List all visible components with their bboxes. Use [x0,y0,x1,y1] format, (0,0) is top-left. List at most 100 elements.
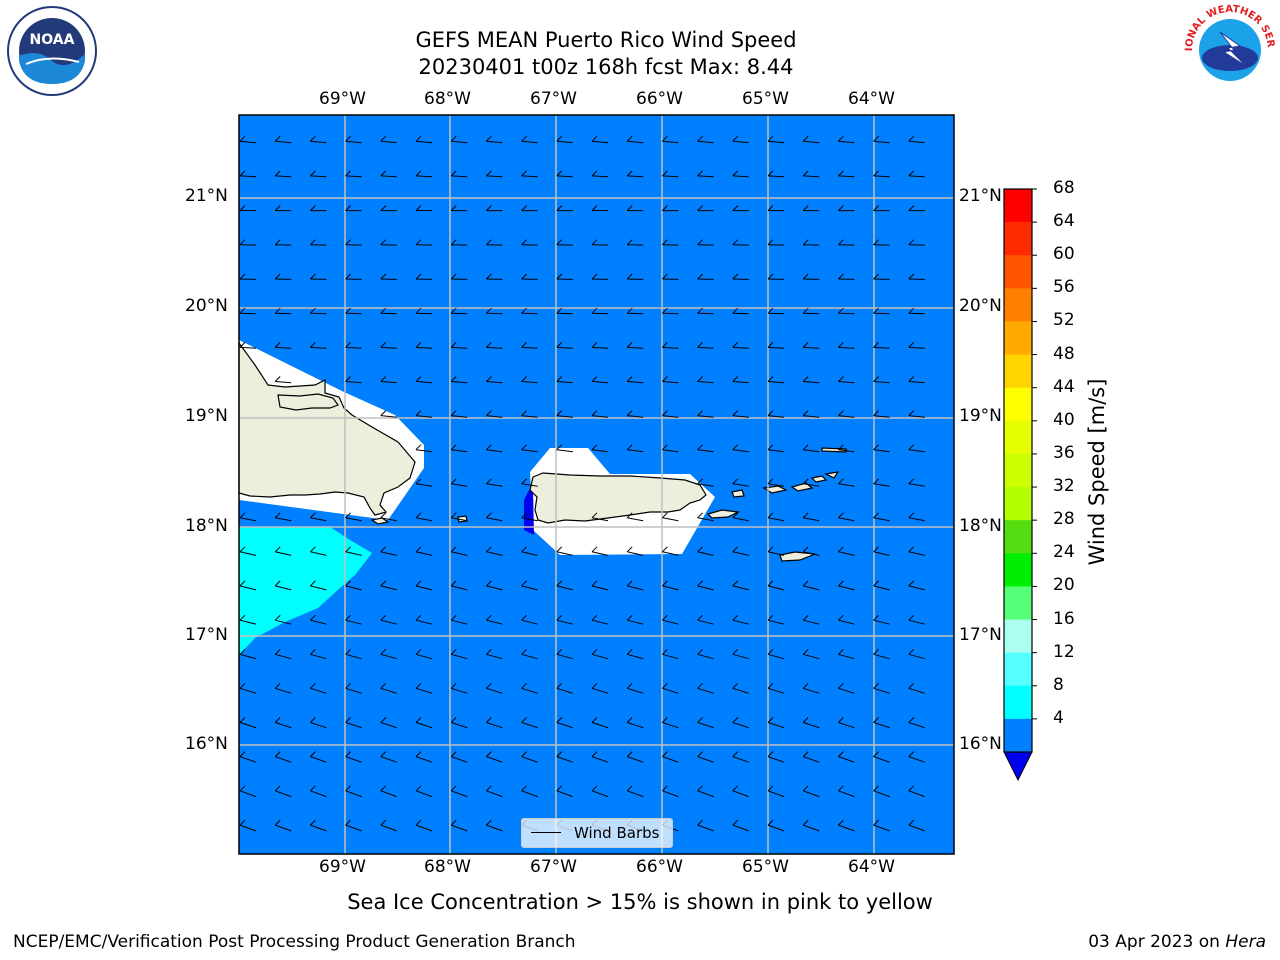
wind-barb [732,546,749,556]
wind-barb [873,170,890,178]
wind-barb [908,239,925,246]
wind-barb [239,170,257,178]
wind-barb [521,410,538,418]
wind-barb [521,717,538,729]
wind-barb [838,546,855,556]
wind-barb [415,376,433,384]
legend-line-swatch [531,832,561,833]
wind-barb [274,580,292,591]
wind-barb [697,819,714,832]
wind-barb [310,819,327,832]
wind-barb [591,512,609,522]
wind-barb [873,785,890,798]
wind-barb [697,682,714,694]
wind-barb [556,614,573,625]
lat-label-right: 20°N [959,296,1002,316]
wind-barb [802,785,820,798]
wind-barb [450,682,468,694]
wind-barb [908,410,925,418]
wind-barb [662,376,679,384]
colorbar-swatch [1004,222,1032,256]
wind-barb [380,717,397,729]
wind-barb [802,135,820,144]
wind-barb [626,376,644,384]
wind-barb [802,342,820,349]
wind-barb [415,614,433,625]
wind-barb [415,307,433,315]
wind-barb [697,135,714,144]
map-title: GEFS MEAN Puerto Rico Wind Speed [415,28,797,52]
wind-barb [591,580,609,591]
wind-barb [486,751,503,763]
wind-barb [345,135,362,144]
wind-barb [732,682,749,694]
wind-barb [274,512,292,522]
wind-barb [521,546,538,556]
wind-barb [415,580,433,591]
lon-label-top: 68°W [424,89,471,109]
wind-barb [345,682,362,694]
wind-barb [274,614,292,625]
wind-barb [732,614,749,625]
wind-barb [345,751,362,763]
colorbar-swatch [1004,487,1032,521]
wind-barb [908,785,925,798]
wind-barb [415,819,433,832]
wind-barb [873,682,890,694]
wind-barb [591,717,609,729]
wind-barb [415,478,433,487]
wind-barb [486,170,503,178]
landmass-st-croix [779,551,816,562]
landmass-anegada [824,471,840,479]
lon-label-top: 69°W [319,89,366,109]
wind-barb [732,580,749,591]
wind-barb [732,478,749,487]
wind-barb [521,614,538,625]
wind-barb [380,205,397,212]
wind-barb [626,342,644,349]
colorbar-tick-label: 60 [1053,244,1075,265]
wind-barb [486,273,503,280]
wind-barb [274,205,292,212]
wind-barb [662,648,679,660]
wind-barb [732,273,749,280]
wind-barb [310,135,327,144]
wind-barb [450,546,468,556]
landmass-culebra [731,489,745,498]
wind-barb [908,376,925,384]
wind-barb [873,376,890,384]
wind-barb [697,410,714,418]
wind-barb [626,785,644,798]
wind-barb [521,307,538,315]
wind-barb [838,785,855,798]
wind-barb [310,205,327,212]
wind-barb [521,239,538,246]
wind-barb [310,580,327,591]
wind-barb [521,135,538,144]
wind-barb [239,614,257,625]
wind-barb [662,342,679,349]
wind-barb [838,580,855,591]
wind-barb [521,648,538,660]
wind-barb [732,376,749,384]
wind-barb [802,546,820,556]
wind-barb [908,751,925,763]
wind-barb [732,342,749,349]
colorbar-label: Wind Speed [m/s] [1085,378,1109,566]
wind-barb [521,580,538,591]
colorbar-tick-label: 4 [1053,707,1064,728]
wind-barb [450,717,468,729]
wind-barb [838,307,855,315]
wind-barb [591,546,609,556]
lat-label-left: 19°N [185,406,228,426]
wind-barb [662,717,679,729]
wind-barb [838,751,855,763]
wind-barb [556,410,573,418]
wind-barb [486,307,503,315]
wind-barb [626,273,644,280]
wind-barb [239,717,257,729]
lon-label-top: 64°W [848,89,895,109]
wind-barb [521,751,538,763]
wind-barb [908,273,925,280]
wind-barb [767,614,785,625]
